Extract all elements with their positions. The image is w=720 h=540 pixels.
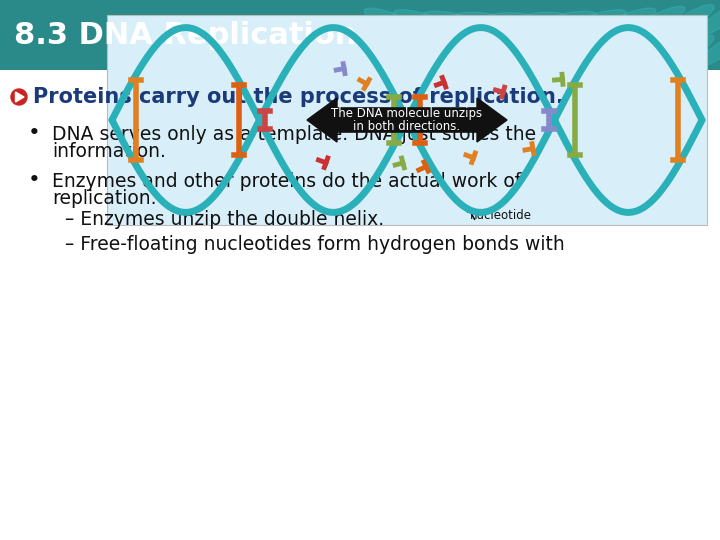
Ellipse shape xyxy=(482,12,538,26)
Ellipse shape xyxy=(393,10,446,29)
Ellipse shape xyxy=(697,3,720,36)
Ellipse shape xyxy=(453,12,508,27)
Text: •: • xyxy=(28,170,41,190)
Ellipse shape xyxy=(573,40,626,60)
Ellipse shape xyxy=(364,39,416,62)
Ellipse shape xyxy=(453,43,508,58)
Ellipse shape xyxy=(543,11,597,28)
Text: nucleotide: nucleotide xyxy=(470,209,532,222)
Ellipse shape xyxy=(573,10,626,29)
Ellipse shape xyxy=(393,40,446,60)
Ellipse shape xyxy=(513,12,567,27)
Text: replication.: replication. xyxy=(52,189,156,208)
Text: – Enzymes unzip the double helix.: – Enzymes unzip the double helix. xyxy=(65,210,384,229)
Text: – Free-floating nucleotides form hydrogen bonds with: – Free-floating nucleotides form hydroge… xyxy=(65,235,564,254)
Text: 8.3 DNA Replication: 8.3 DNA Replication xyxy=(14,21,356,50)
Text: Proteins carry out the process of replication.: Proteins carry out the process of replic… xyxy=(33,87,564,107)
Ellipse shape xyxy=(635,37,685,64)
Bar xyxy=(107,15,707,225)
Text: •: • xyxy=(28,123,41,143)
Ellipse shape xyxy=(666,4,714,35)
Text: in both directions.: in both directions. xyxy=(354,120,461,133)
Text: DNA serves only as a template. DNA just stores the: DNA serves only as a template. DNA just … xyxy=(52,125,536,144)
Polygon shape xyxy=(307,98,507,142)
Polygon shape xyxy=(16,92,24,102)
Ellipse shape xyxy=(482,43,538,57)
Ellipse shape xyxy=(697,33,720,67)
Text: Enzymes and other proteins do the actual work of: Enzymes and other proteins do the actual… xyxy=(52,172,521,191)
Ellipse shape xyxy=(604,8,656,31)
Ellipse shape xyxy=(543,42,597,59)
Text: The DNA molecule unzips: The DNA molecule unzips xyxy=(331,106,482,119)
Bar xyxy=(0,0,720,70)
Ellipse shape xyxy=(635,6,685,33)
Circle shape xyxy=(11,89,27,105)
Ellipse shape xyxy=(364,8,416,31)
Ellipse shape xyxy=(604,39,656,62)
Ellipse shape xyxy=(513,43,567,58)
Ellipse shape xyxy=(666,36,714,65)
Text: information.: information. xyxy=(52,142,166,161)
Ellipse shape xyxy=(423,42,477,59)
Ellipse shape xyxy=(423,11,477,28)
